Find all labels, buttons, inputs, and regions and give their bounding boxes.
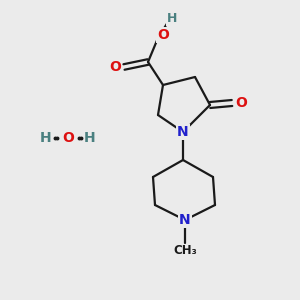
Text: N: N	[177, 125, 189, 139]
Text: O: O	[109, 60, 121, 74]
Text: N: N	[179, 213, 191, 227]
Text: H: H	[84, 131, 96, 145]
Text: O: O	[157, 28, 169, 42]
Text: CH₃: CH₃	[173, 244, 197, 257]
Text: O: O	[62, 131, 74, 145]
Text: O: O	[235, 96, 247, 110]
Text: H: H	[167, 11, 177, 25]
Text: H: H	[40, 131, 52, 145]
